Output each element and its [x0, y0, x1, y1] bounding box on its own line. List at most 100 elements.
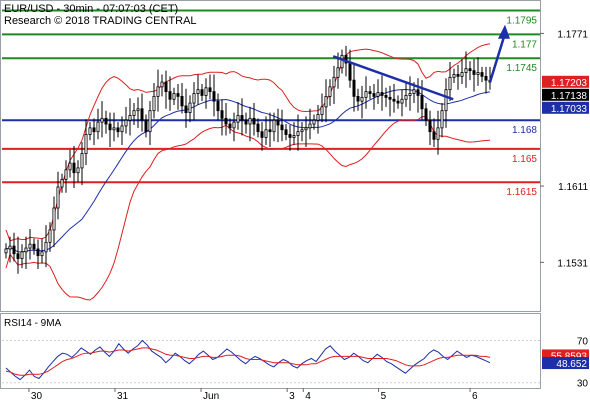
candle-body — [472, 70, 476, 75]
candle-body — [340, 54, 344, 69]
candle-body — [92, 127, 96, 133]
candle-body — [132, 110, 136, 116]
candle-body — [312, 119, 316, 125]
candle-body — [256, 123, 260, 133]
candle-body — [24, 247, 28, 253]
rsi-tag-label-1: 48.652 — [556, 359, 587, 370]
candle-body — [360, 96, 364, 102]
candle-body — [60, 178, 64, 188]
candle-body — [284, 129, 288, 135]
candle-body — [116, 127, 120, 133]
candle-body — [44, 241, 48, 253]
candle-body — [144, 119, 148, 133]
candle-body — [388, 96, 392, 100]
rsi-line-1 — [5, 347, 491, 376]
support-resistance-levels: 1.1795 1.177 1.1745 1.168 1.165 1.1615 — [2, 9, 540, 198]
candle-body — [368, 91, 372, 94]
candle-body — [348, 62, 352, 81]
candle-body — [80, 153, 84, 169]
candle-body — [300, 129, 304, 133]
rsi-series — [2, 339, 540, 384]
candle-body — [260, 131, 264, 138]
projection-arrow-head — [498, 24, 510, 39]
candle-body — [156, 86, 160, 97]
candle-body — [104, 117, 108, 125]
candle-body — [188, 102, 192, 114]
candle-body — [480, 72, 484, 77]
price-tag-label-2: 1.17033 — [551, 104, 588, 115]
candle-body — [76, 167, 80, 174]
candle-body — [204, 87, 208, 96]
candle-body — [392, 98, 396, 102]
time-tick-label: 4 — [305, 391, 311, 400]
candle-body — [140, 108, 144, 121]
candle-body — [164, 81, 168, 93]
candle-body — [20, 251, 24, 259]
candle-body — [440, 110, 444, 129]
candle-body — [16, 253, 20, 259]
candle-body — [196, 89, 200, 94]
candle-body — [48, 229, 52, 243]
candlestick-series — [4, 45, 492, 274]
candle-body — [216, 100, 220, 112]
rsi-panel-frame — [0, 313, 541, 389]
candle-body — [436, 127, 440, 140]
candle-body — [444, 89, 448, 112]
chart-credit: Research © 2018 TRADING CENTRAL — [4, 15, 197, 27]
candle-body — [96, 121, 100, 133]
candle-body — [484, 75, 488, 81]
candle-body — [72, 162, 76, 174]
candle-body — [112, 127, 116, 131]
candle-body — [160, 81, 164, 88]
candle-body — [148, 110, 152, 133]
candle-body — [136, 108, 140, 112]
candle-body — [416, 89, 420, 96]
moving-average — [5, 88, 491, 253]
rsi-tag-bg-1 — [542, 357, 589, 370]
candle-body — [64, 169, 68, 180]
candle-body — [240, 115, 244, 121]
candle-body — [464, 68, 468, 73]
candle-body — [212, 91, 216, 102]
candle-body — [172, 93, 176, 100]
candle-body — [380, 92, 384, 96]
candle-body — [272, 119, 276, 133]
candle-body — [364, 91, 368, 98]
candle-body — [32, 243, 36, 250]
price-tag-bg-1 — [542, 88, 589, 101]
candle-body — [252, 117, 256, 125]
candle-body — [176, 93, 180, 97]
candle-body — [404, 95, 408, 100]
bollinger-upper — [5, 43, 491, 242]
time-tick-label: 5 — [381, 391, 387, 400]
candle-body — [408, 93, 412, 96]
rsi-line-0 — [5, 339, 491, 381]
candle-body — [304, 127, 308, 131]
level-label-5: 1.1615 — [506, 187, 537, 198]
candle-body — [36, 248, 40, 257]
candle-body — [128, 115, 132, 121]
candle-body — [292, 135, 296, 138]
price-tick-label: 1.1611 — [558, 182, 588, 193]
candle-body — [236, 115, 240, 123]
candle-body — [208, 87, 212, 93]
candle-body — [120, 125, 124, 133]
candle-body — [336, 67, 340, 78]
candle-body — [56, 186, 60, 209]
rsi-tag-label-0: 55.8593 — [551, 351, 588, 362]
candle-body — [100, 117, 104, 123]
candle-body — [8, 245, 12, 250]
rsi-tick-label: 30 — [577, 379, 589, 390]
candle-body — [84, 134, 88, 155]
candle-body — [184, 105, 188, 114]
candle-body — [424, 108, 428, 121]
candle-body — [264, 129, 268, 138]
candle-body — [400, 98, 404, 104]
price-tag-bg-2 — [542, 101, 589, 114]
candle-body — [376, 92, 380, 97]
price-tag-label-0: 1.17203 — [551, 78, 588, 89]
candle-body — [328, 86, 332, 97]
candle-body — [468, 68, 472, 72]
price-tick-label: 1.1531 — [557, 258, 588, 269]
candle-body — [280, 124, 284, 131]
